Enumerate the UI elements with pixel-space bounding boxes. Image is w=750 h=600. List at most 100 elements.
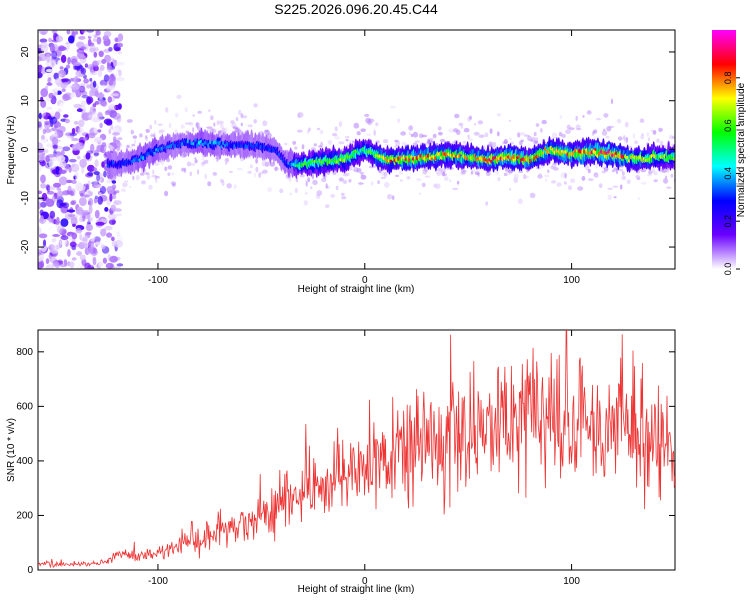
heatmap-cell — [100, 100, 107, 107]
y-tick-label: 20 — [20, 46, 31, 58]
heatmap-cell — [616, 118, 622, 124]
heatmap-cell — [204, 173, 207, 180]
heatmap-cell — [510, 141, 514, 145]
heatmap-cell — [93, 197, 98, 204]
heatmap-cell — [448, 128, 455, 133]
heatmap-cell — [473, 131, 480, 136]
heatmap-cell — [330, 194, 335, 198]
heatmap-cell — [108, 128, 112, 135]
heatmap-cell — [167, 165, 173, 170]
heatmap-cell — [492, 145, 498, 149]
heatmap-cell — [58, 73, 62, 78]
heatmap-cell — [55, 35, 64, 43]
heatmap-cell — [48, 218, 52, 223]
heatmap-cell — [463, 128, 470, 133]
heatmap-cell — [45, 258, 50, 265]
heatmap-cell — [299, 173, 305, 178]
y-tick-label: -10 — [20, 191, 31, 206]
heatmap-cell — [114, 37, 119, 43]
heatmap-cell — [603, 113, 609, 118]
heatmap-cell — [81, 30, 86, 34]
heatmap-cell — [102, 35, 110, 42]
heatmap-cell — [172, 183, 176, 187]
heatmap-cell — [46, 106, 53, 110]
heatmap-cell — [44, 128, 52, 133]
heatmap-cell — [477, 172, 480, 177]
heatmap-cell — [149, 124, 153, 130]
heatmap-cell — [93, 171, 100, 176]
heatmap-cell — [637, 197, 640, 200]
heatmap-cell — [77, 207, 83, 212]
heatmap-cell — [106, 232, 113, 238]
heatmap-cell — [92, 167, 98, 172]
heatmap-cell — [652, 130, 657, 135]
snr-x-label: Height of straight line (km) — [298, 584, 415, 595]
heatmap-cell — [132, 135, 137, 139]
heatmap-cell — [219, 123, 224, 129]
heatmap-cell — [592, 130, 596, 135]
heatmap-cell — [74, 30, 79, 35]
heatmap-cell — [460, 172, 466, 175]
heatmap-cell — [44, 122, 51, 130]
heatmap-cell — [213, 122, 216, 127]
heatmap-cell — [467, 116, 472, 122]
heatmap-cell — [53, 182, 61, 188]
heatmap-cell — [87, 32, 96, 38]
heatmap-cell — [96, 36, 102, 45]
heatmap-cell — [460, 169, 466, 173]
heatmap-cell — [499, 165, 501, 172]
heatmap-cell — [98, 261, 103, 268]
heatmap-cell — [60, 81, 68, 89]
heatmap-cell — [38, 56, 42, 62]
heatmap-cell — [343, 172, 349, 177]
heatmap-cell — [422, 168, 428, 175]
heatmap-cell — [106, 103, 114, 108]
heatmap-cell — [240, 122, 243, 127]
heatmap-cell — [454, 113, 460, 119]
heatmap-cell — [145, 135, 148, 140]
heatmap-cell — [211, 128, 217, 134]
heatmap-cell — [101, 161, 105, 168]
heatmap-cell — [81, 166, 85, 174]
heatmap-cell — [327, 139, 333, 145]
heatmap-cell — [54, 111, 61, 120]
heatmap-cell — [174, 129, 178, 134]
heatmap-cell — [587, 168, 591, 174]
heatmap-cell — [356, 131, 361, 136]
heatmap-cell — [38, 72, 43, 79]
heatmap-cell — [274, 166, 279, 171]
heatmap-cell — [670, 173, 674, 178]
heatmap-cell — [49, 116, 58, 125]
heatmap-cell — [61, 229, 67, 238]
heatmap-cell — [56, 155, 66, 163]
heatmap-cell — [113, 207, 116, 212]
heatmap-cell — [595, 118, 602, 121]
heatmap-cell — [38, 190, 43, 195]
heatmap-cell — [470, 170, 474, 175]
heatmap-cell — [59, 102, 68, 109]
heatmap-cell — [255, 166, 259, 173]
heatmap-cell — [75, 126, 81, 133]
heatmap-cell — [400, 131, 406, 136]
heatmap-cell — [65, 226, 70, 230]
heatmap-cell — [232, 126, 239, 130]
heatmap-cell — [90, 88, 97, 93]
heatmap-cell — [124, 180, 129, 183]
heatmap-cell — [269, 162, 276, 167]
heatmap-cell — [262, 120, 268, 127]
heatmap-cell — [49, 210, 56, 219]
heatmap-cell — [635, 174, 640, 179]
heatmap-cell — [364, 113, 370, 117]
heatmap-cell — [502, 141, 508, 145]
heatmap-cell — [71, 137, 79, 142]
heatmap-cell — [233, 184, 237, 190]
heatmap-cell — [102, 257, 107, 264]
heatmap-cell — [93, 51, 98, 58]
heatmap-cell — [145, 136, 149, 141]
heatmap-cell — [297, 112, 304, 118]
heatmap-cell — [349, 165, 353, 171]
heatmap-cell — [468, 138, 473, 142]
heatmap-cell — [40, 41, 48, 49]
heatmap-cell — [634, 140, 639, 145]
heatmap-cell — [109, 193, 113, 202]
